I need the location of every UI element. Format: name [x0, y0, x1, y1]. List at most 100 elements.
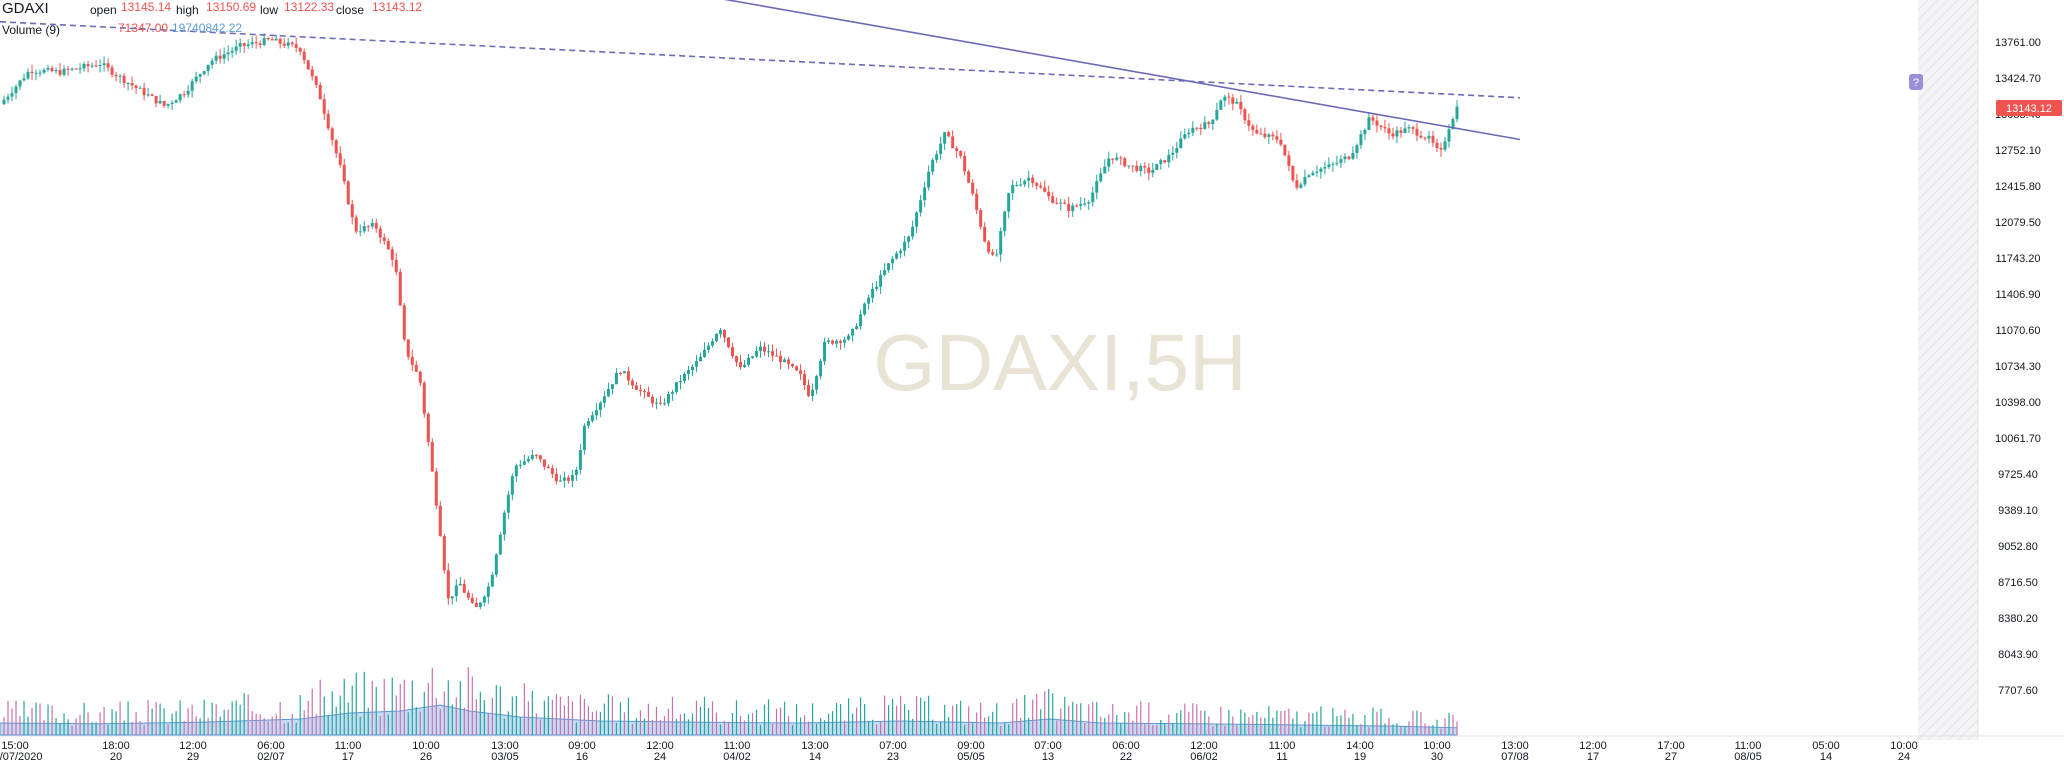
hatch-line	[1918, 339, 1978, 401]
volume-value-2: 19740842.22	[172, 21, 243, 35]
candle	[426, 412, 430, 447]
candle-body	[1311, 172, 1315, 176]
candle	[1379, 124, 1383, 131]
date-tick-label: 07/08	[1501, 751, 1529, 763]
candle-body	[82, 64, 86, 69]
candle	[706, 342, 710, 353]
candle-body	[1099, 173, 1103, 182]
candle-body	[1367, 117, 1371, 130]
alert-marker[interactable]: ?	[1909, 74, 1923, 90]
candle	[1251, 124, 1255, 136]
candle-body	[314, 76, 318, 86]
candle	[867, 294, 871, 310]
hatch-line	[1918, 579, 1978, 641]
candle-body	[42, 69, 46, 73]
candle	[154, 95, 158, 108]
candle-body	[274, 38, 278, 41]
candle	[811, 383, 815, 401]
candle	[498, 532, 502, 556]
candle-body	[218, 55, 222, 59]
candle-body	[278, 38, 282, 44]
candle	[795, 365, 799, 372]
candle	[630, 378, 634, 389]
candle	[995, 248, 999, 257]
candle-body	[266, 38, 270, 40]
candle-body	[710, 341, 714, 346]
candle-body	[839, 341, 843, 343]
candle-body	[250, 42, 254, 45]
time-tick-label: 12:00	[646, 740, 674, 752]
candle-body	[987, 241, 991, 253]
candle	[1179, 131, 1183, 149]
time-tick-label: 17:00	[1657, 740, 1685, 752]
candle-body	[642, 391, 646, 393]
candle	[1335, 155, 1339, 167]
price-tick-label: 9389.10	[1998, 505, 2038, 517]
candle-body	[350, 204, 354, 218]
candle-body	[6, 96, 10, 100]
candle	[1023, 179, 1027, 188]
candle	[26, 68, 30, 80]
candle-body	[1111, 158, 1115, 160]
candle	[943, 131, 947, 150]
candle-body	[1251, 125, 1255, 130]
candle-body	[1059, 202, 1063, 204]
candle-body	[574, 469, 578, 476]
candle	[414, 360, 418, 373]
candle	[682, 372, 686, 384]
candle-body	[102, 63, 106, 66]
date-tick-label: 03/05	[491, 751, 519, 763]
candle-body	[1451, 119, 1455, 130]
candle	[883, 263, 887, 277]
candle	[582, 423, 586, 455]
candle-body	[1175, 148, 1179, 153]
candle-body	[1119, 157, 1123, 159]
candle	[1203, 116, 1207, 130]
candle-body	[895, 253, 899, 259]
candle	[1043, 180, 1047, 193]
candle	[294, 37, 298, 53]
candle	[1071, 202, 1075, 217]
candle	[534, 454, 538, 459]
price-axis[interactable]: 13761.0013424.7013088.4012752.1012415.80…	[1995, 37, 2041, 697]
candle	[470, 593, 474, 604]
candle	[1295, 174, 1299, 190]
candle-body	[90, 65, 94, 67]
time-axis[interactable]: 15:0021/07/202018:002012:002906:0002/071…	[0, 740, 1918, 763]
candle	[434, 467, 438, 510]
candle-body	[298, 47, 302, 52]
candle	[1139, 163, 1143, 177]
hatch-line	[1918, 319, 1978, 381]
trendlines[interactable]	[0, 0, 1521, 141]
date-tick-label: 11	[1276, 751, 1287, 763]
candle	[54, 67, 58, 74]
candle	[967, 169, 971, 184]
candle	[1319, 167, 1323, 179]
candle-body	[310, 69, 314, 77]
hatch-line	[1918, 69, 1978, 131]
time-tick-label: 11:00	[1269, 740, 1296, 752]
candle	[1279, 133, 1283, 147]
candle-body	[166, 104, 170, 106]
candle-body	[446, 570, 450, 599]
candle-body	[1379, 125, 1383, 127]
candle-body	[1155, 163, 1159, 170]
candle	[1103, 159, 1107, 174]
candle	[911, 220, 915, 240]
candle-body	[402, 305, 406, 340]
candle	[130, 76, 134, 90]
hatch-line	[1918, 309, 1978, 371]
candle	[999, 227, 1003, 262]
symbol-name[interactable]: GDAXI	[2, 0, 49, 17]
candle-body	[378, 228, 382, 238]
candle	[90, 62, 94, 69]
candle	[907, 235, 911, 249]
candles-series	[2, 33, 1459, 610]
candle	[1283, 144, 1287, 157]
candle-body	[871, 288, 875, 298]
candle	[939, 136, 943, 160]
price-tick-label: 12079.50	[1995, 217, 2041, 229]
candle-body	[506, 494, 510, 513]
candle-body	[566, 477, 570, 481]
